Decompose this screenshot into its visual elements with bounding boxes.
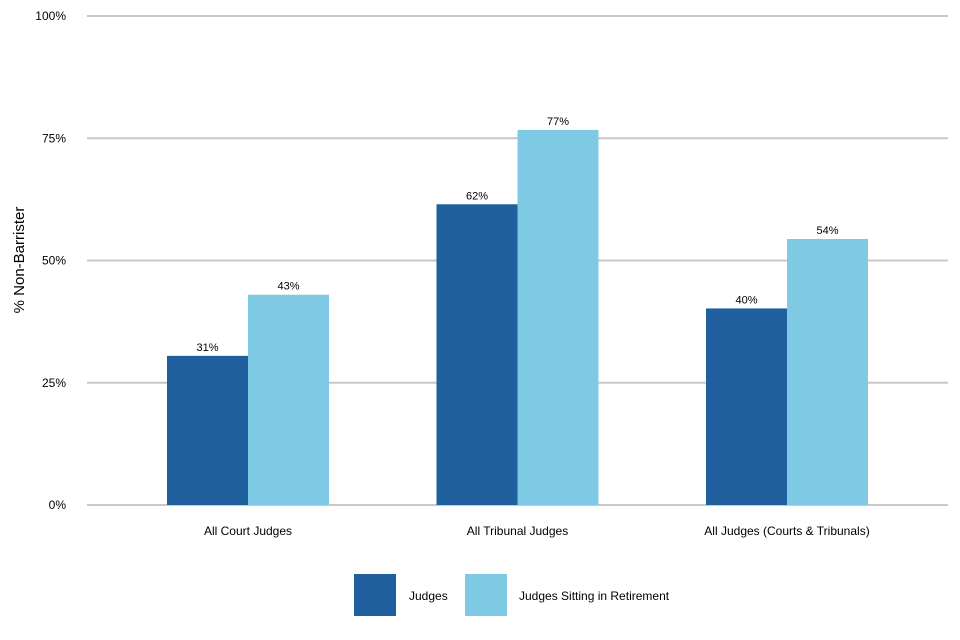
bar-judges: [436, 204, 518, 505]
y-tick-label: 50%: [42, 254, 66, 268]
data-label: 43%: [277, 281, 299, 293]
legend-label: Judges Sitting in Retirement: [519, 589, 670, 603]
bar-judges: [167, 355, 248, 505]
legend-label: Judges: [409, 589, 448, 603]
y-tick-label: 0%: [49, 498, 67, 512]
data-label: 54%: [816, 225, 838, 237]
data-label: 77%: [547, 116, 569, 128]
y-tick-label: 75%: [42, 131, 66, 145]
legend-swatch: [465, 574, 507, 616]
x-axis-categories: All Court Judges All Tribunal Judges All J…: [204, 524, 870, 538]
legend: Judges Judges Sitting in Retirement: [354, 574, 670, 616]
y-tick-label: 25%: [42, 376, 66, 390]
x-category-label: All Judges (Courts & Tribunals): [704, 524, 869, 538]
y-axis-ticks: 0% 25% 50% 75% 100%: [35, 9, 66, 512]
data-label: 40%: [735, 294, 757, 306]
legend-swatch: [354, 574, 396, 616]
bar-judges: [706, 308, 787, 505]
bar-retirement: [248, 294, 329, 505]
data-label: 62%: [466, 190, 488, 202]
bar-retirement: [787, 238, 868, 505]
data-labels: 31% 43% 62% 77% 40% 54%: [196, 116, 838, 354]
y-axis-title: % Non-Barrister: [11, 207, 28, 314]
data-label: 31%: [196, 342, 218, 354]
x-category-label: All Tribunal Judges: [467, 524, 568, 538]
bar-retirement: [517, 129, 599, 505]
y-tick-label: 100%: [35, 9, 66, 23]
x-category-label: All Court Judges: [204, 524, 292, 538]
bars: [167, 129, 868, 505]
